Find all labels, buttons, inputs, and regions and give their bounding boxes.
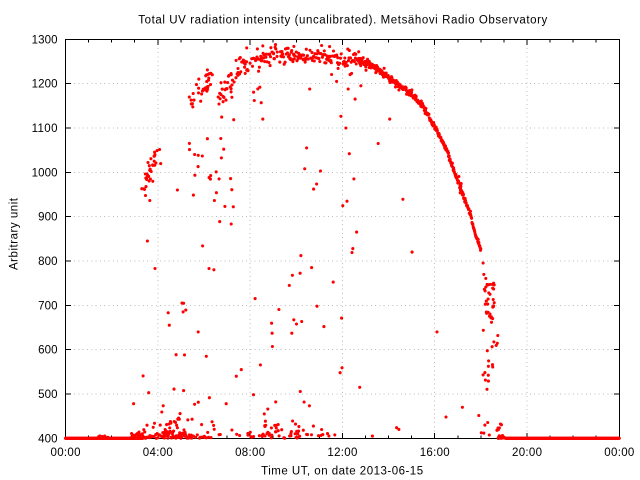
svg-text:1100: 1100 [32, 123, 58, 135]
svg-text:04:00: 04:00 [143, 447, 173, 459]
svg-text:1000: 1000 [32, 167, 58, 179]
svg-text:00:00: 00:00 [604, 447, 634, 459]
svg-text:00:00: 00:00 [51, 447, 81, 459]
svg-text:400: 400 [38, 433, 57, 445]
svg-text:Arbitrary unit: Arbitrary unit [9, 197, 21, 270]
svg-text:08:00: 08:00 [235, 447, 265, 459]
svg-text:700: 700 [38, 300, 57, 312]
svg-text:500: 500 [38, 389, 57, 401]
svg-text:900: 900 [38, 212, 57, 224]
svg-text:Total UV radiation intensity (: Total UV radiation intensity (uncalibrat… [138, 14, 547, 26]
svg-text:600: 600 [38, 345, 57, 357]
svg-text:1200: 1200 [32, 79, 58, 91]
svg-text:16:00: 16:00 [420, 447, 450, 459]
svg-text:800: 800 [38, 256, 57, 268]
svg-text:1300: 1300 [32, 34, 58, 46]
svg-text:Time UT, on date 2013-06-15: Time UT, on date 2013-06-15 [261, 465, 423, 477]
svg-text:20:00: 20:00 [512, 447, 542, 459]
svg-text:12:00: 12:00 [327, 447, 357, 459]
